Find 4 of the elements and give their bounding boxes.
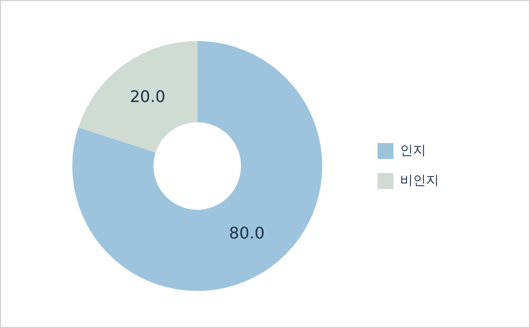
data-label: 20.0 xyxy=(130,86,166,106)
legend-label: 비인지 xyxy=(400,173,439,188)
data-label: 80.0 xyxy=(229,223,265,242)
legend-label: 인지 xyxy=(400,143,426,158)
